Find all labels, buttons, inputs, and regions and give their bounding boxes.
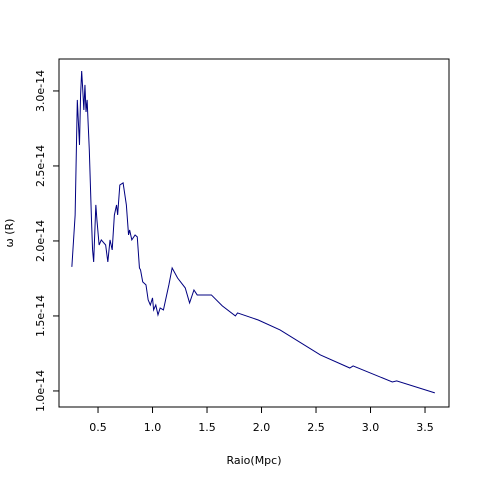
y-tick-label: 1.0e-14: [34, 370, 47, 412]
x-tick-label: 3.0: [362, 421, 380, 434]
x-tick-label: 1.0: [144, 421, 162, 434]
x-tick-label: 3.5: [416, 421, 434, 434]
x-axis-label: Raio(Mpc): [226, 454, 281, 467]
x-tick-label: 2.5: [307, 421, 325, 434]
x-tick-label: 1.5: [198, 421, 216, 434]
data-line: [71, 70, 435, 394]
y-tick-label: 3.0e-14: [34, 70, 47, 112]
y-tick-label: 1.5e-14: [34, 295, 47, 337]
x-tick-label: 0.5: [89, 421, 107, 434]
y-axis-label: ω (R): [3, 219, 16, 248]
y-tick-label: 2.5e-14: [34, 145, 47, 187]
x-tick-label: 2.0: [253, 421, 271, 434]
y-tick-label: 2.0e-14: [34, 220, 47, 262]
plot-box: [58, 58, 450, 408]
